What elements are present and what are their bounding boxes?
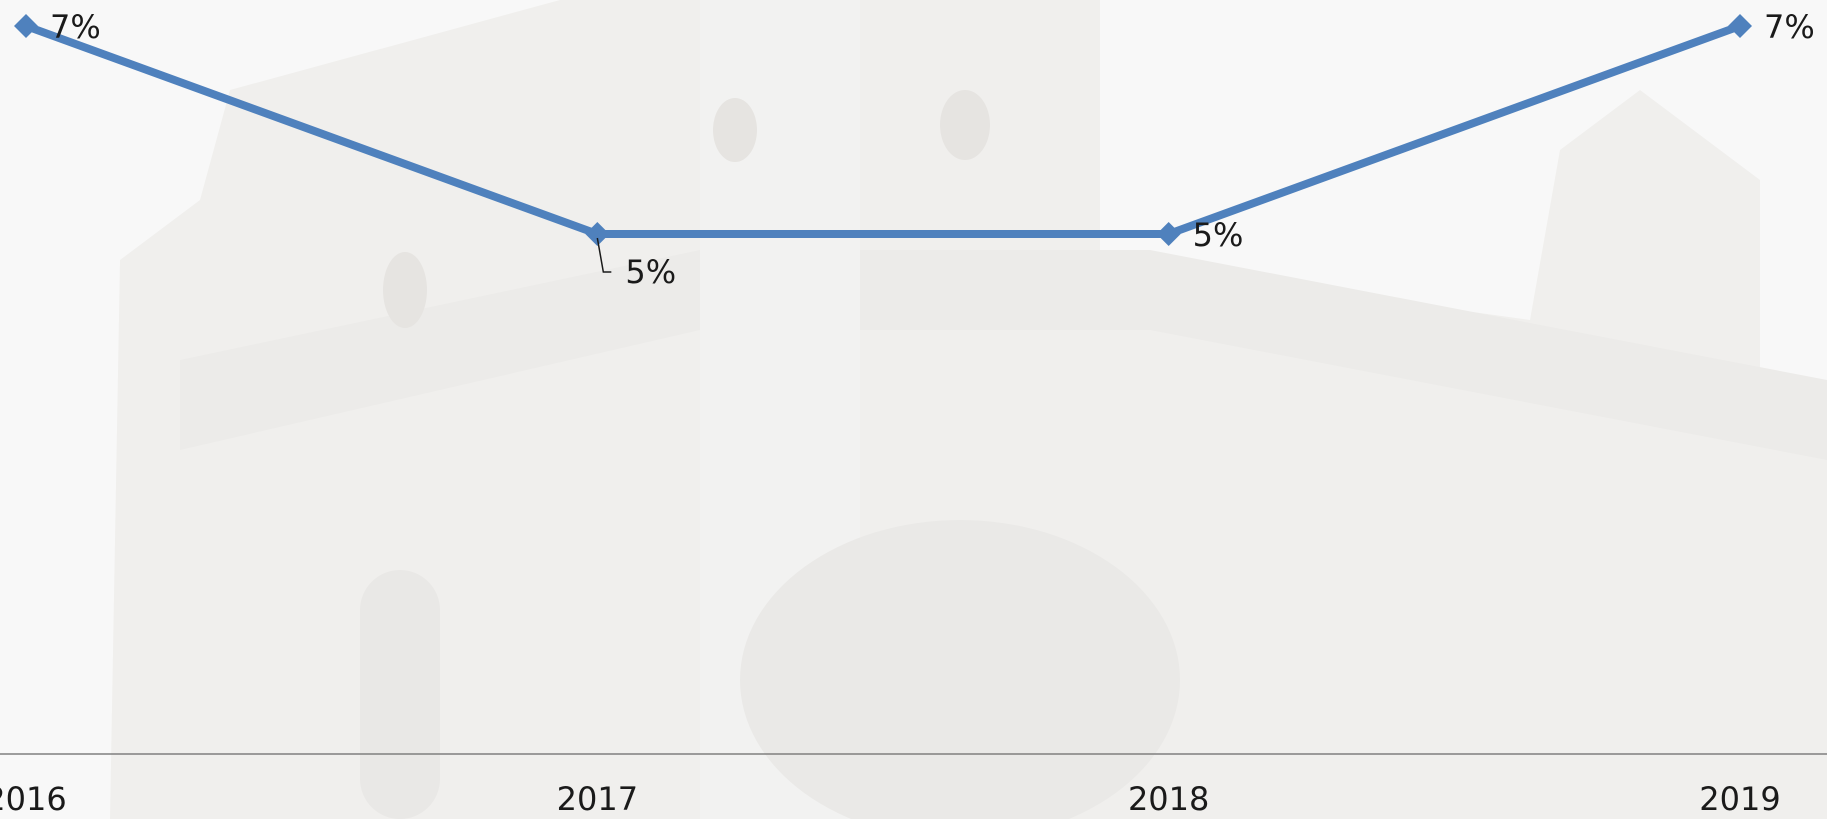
data-line (24, 22, 1742, 238)
data-marker (585, 222, 610, 246)
x-tick-label: 2016 (0, 780, 67, 818)
data-label: 5% (625, 253, 676, 291)
data-label: 7% (1764, 8, 1815, 46)
data-label: 5% (1193, 216, 1244, 254)
data-marker (1156, 222, 1181, 246)
leader-line (596, 237, 612, 273)
data-marker (1728, 14, 1752, 38)
data-label: 7% (50, 8, 101, 46)
x-tick-label: 2018 (1128, 780, 1209, 818)
x-tick-label: 2019 (1699, 780, 1780, 818)
data-marker (14, 14, 38, 38)
x-tick-label: 2017 (557, 780, 638, 818)
